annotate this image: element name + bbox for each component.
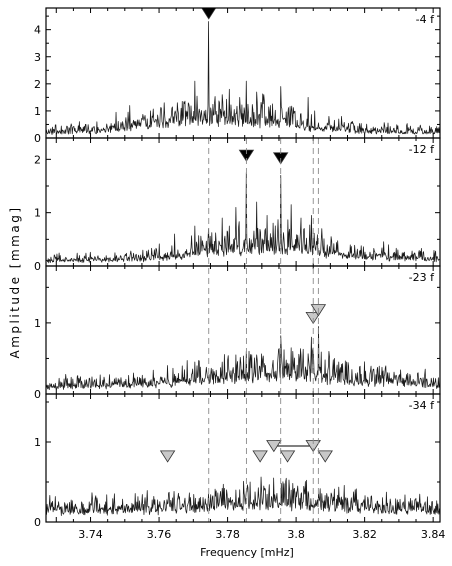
y-tick-label: 2 — [34, 78, 41, 91]
open-triangle-marker — [279, 450, 296, 463]
x-tick-label: 3.78 — [215, 528, 240, 541]
x-axis: 3.74 3.76 3.78 3.8 3.82 3.84 — [78, 528, 445, 541]
y-tick-label: 2 — [34, 153, 41, 166]
panel-4: 0 1 -34 f — [34, 394, 441, 529]
open-triangle-marker — [252, 450, 268, 463]
y-tick-label: 1 — [34, 207, 41, 220]
panel-label: -4 f — [416, 13, 435, 26]
filled-triangle-marker — [201, 7, 217, 20]
reference-lines-layer — [208, 138, 319, 522]
x-tick-label: 3.84 — [421, 528, 446, 541]
y-tick-label: 0 — [34, 260, 41, 273]
x-tick-label: 3.8 — [287, 528, 305, 541]
y-tick-label: 1 — [34, 105, 41, 118]
y-tick-label: 0 — [34, 132, 41, 145]
y-tick-label: 3 — [34, 51, 41, 64]
panel-frame — [45, 393, 441, 523]
y-tick-label: 0 — [34, 388, 41, 401]
x-tick-label: 3.82 — [352, 528, 377, 541]
y-axis-label: Amplitude [mmag] — [8, 205, 22, 358]
panel-1: 0 1 2 3 4 -4 f — [34, 7, 441, 145]
open-triangle-marker — [266, 440, 282, 453]
y-tick-label: 4 — [34, 24, 41, 37]
spectrum-line — [45, 326, 441, 391]
spectrum-line — [45, 172, 441, 264]
spectrum-line — [45, 21, 441, 135]
open-triangle-marker — [159, 450, 176, 463]
y-tick-label: 1 — [34, 436, 41, 449]
x-tick-label: 3.74 — [78, 528, 103, 541]
frames-layer — [45, 7, 441, 523]
y-tick-label: 0 — [34, 516, 41, 529]
x-axis-label: Frequency [mHz] — [200, 546, 294, 559]
panel-2: 0 1 2 -12 f — [34, 138, 441, 273]
y-tick-label: 1 — [34, 317, 41, 330]
spectrum-line — [45, 476, 441, 517]
x-tick-label: 3.76 — [147, 528, 172, 541]
panel-label: -12 f — [409, 143, 435, 156]
panel-label: -34 f — [409, 399, 435, 412]
panels-layer: 0 1 2 3 4 -4 f 0 1 2 -12 f 0 1 -23 f 0 1 -34 f — [34, 7, 441, 529]
panel-3: 0 1 -23 f — [34, 266, 441, 401]
panel-label: -23 f — [409, 271, 435, 284]
open-triangle-marker — [317, 450, 333, 463]
